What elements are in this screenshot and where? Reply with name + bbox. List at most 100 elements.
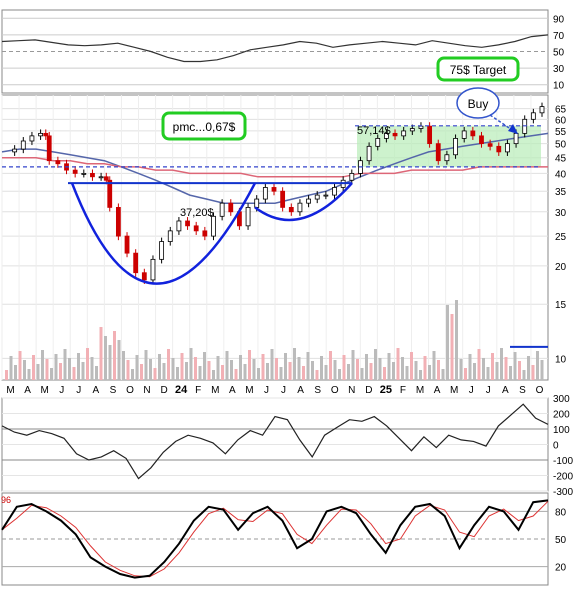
volume-bar <box>324 365 328 380</box>
candle-body <box>12 148 18 153</box>
month-label: M <box>245 385 253 396</box>
volume-bar <box>171 358 175 380</box>
volume-bar <box>257 368 260 380</box>
volume-bar <box>486 367 490 380</box>
volume-bar <box>522 370 526 380</box>
month-label: A <box>24 385 31 396</box>
cci-tick-label: 200 <box>553 410 570 421</box>
month-label: J <box>264 385 269 396</box>
candle-body <box>133 252 139 274</box>
volume-bar <box>5 370 8 380</box>
volume-bar <box>500 348 503 380</box>
candle-body <box>254 198 260 208</box>
month-label: A <box>93 385 100 396</box>
candle-body <box>219 202 225 217</box>
cup-arc <box>70 182 257 285</box>
volume-bar <box>504 357 508 380</box>
level-high-label: 57,14$ <box>357 125 391 137</box>
volume-bar <box>234 369 238 380</box>
volume-bar <box>239 355 242 380</box>
volume-bar <box>9 356 13 380</box>
volume-bar <box>279 367 283 380</box>
candle-body <box>185 220 190 227</box>
month-label: M <box>416 385 424 396</box>
candle-body <box>150 258 156 281</box>
volume-bar <box>117 340 121 380</box>
month-label: S <box>110 385 117 396</box>
volume-bar <box>194 357 197 380</box>
volume-bar <box>414 361 418 380</box>
candle-body <box>98 176 104 179</box>
stoch-tick-label: 80 <box>555 507 567 518</box>
candle-body <box>288 207 294 213</box>
candle-body <box>366 145 372 162</box>
candle-body <box>124 235 130 254</box>
volume-bar <box>248 350 251 380</box>
stoch-d-line <box>1 500 549 578</box>
rsi-tick-label: 10 <box>553 81 565 92</box>
month-label: A <box>502 385 509 396</box>
cci-tick-label: 300 <box>553 394 570 405</box>
candle-body <box>444 154 450 162</box>
volume-bar <box>401 357 404 380</box>
candle-body <box>202 230 208 237</box>
volume-bar <box>342 355 346 380</box>
price-tick-label: 35 <box>555 187 567 198</box>
volume-bar <box>41 350 44 380</box>
candle-body <box>271 187 277 192</box>
candle-body <box>55 160 61 165</box>
cci-tick-label: 0 <box>553 441 559 452</box>
volume-bar <box>450 314 454 380</box>
volume-bar <box>266 363 269 380</box>
volume-bar <box>230 360 233 380</box>
month-label: A <box>297 385 304 396</box>
pmc-box <box>161 111 247 141</box>
month-label: J <box>59 385 64 396</box>
rsi-line <box>1 34 549 63</box>
cci-tick-label: -300 <box>553 487 573 498</box>
candle-body <box>280 190 286 208</box>
stoch-k-line <box>1 499 549 579</box>
volume-bar <box>464 368 467 380</box>
volume-bar <box>140 364 143 380</box>
volume-bar <box>185 362 188 380</box>
volume-bar <box>198 366 202 380</box>
month-label: M <box>40 385 48 396</box>
buy-arrowhead <box>508 124 518 134</box>
volume-bar <box>45 359 49 380</box>
candle-body <box>72 169 78 174</box>
rsi-tick-label: 90 <box>553 14 565 25</box>
rsi-tick-label: 70 <box>553 31 565 42</box>
candle-body <box>530 112 536 120</box>
candle-body <box>401 130 407 137</box>
volume-bar <box>225 351 229 380</box>
volume-bar <box>473 363 476 380</box>
candle-body <box>141 272 147 281</box>
annotations: pmc...0,67$ 75$ Target Buy 57,14$ 37,20$ <box>161 56 520 219</box>
candle-body <box>453 138 458 156</box>
volume-bar <box>356 359 359 380</box>
month-label: O <box>331 385 339 396</box>
volume-bar <box>275 358 278 380</box>
volume-bar <box>315 370 319 380</box>
candle-body <box>46 135 52 162</box>
volume-bar <box>405 366 409 380</box>
volume-bar <box>306 352 310 380</box>
target-label: 75$ Target <box>450 63 507 77</box>
volume-bar <box>252 359 256 380</box>
volume-bar <box>126 360 130 380</box>
volume-bar <box>167 349 170 380</box>
volume-bar <box>95 366 98 380</box>
volume-bar <box>104 336 107 380</box>
volume-bar <box>518 361 521 380</box>
month-label: O <box>536 385 544 396</box>
volume-bar <box>23 360 26 380</box>
volume-bar <box>536 351 539 380</box>
volume-bar <box>338 369 341 380</box>
buy-label: Buy <box>468 97 489 111</box>
month-label: M <box>211 385 219 396</box>
volume-bar <box>351 350 355 380</box>
candle-body <box>107 179 113 208</box>
volume-bar <box>180 353 184 380</box>
